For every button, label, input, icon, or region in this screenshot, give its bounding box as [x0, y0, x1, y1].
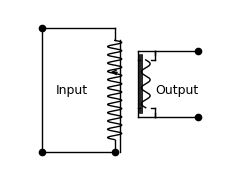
Text: Input: Input: [56, 84, 88, 96]
Text: Output: Output: [155, 84, 198, 96]
